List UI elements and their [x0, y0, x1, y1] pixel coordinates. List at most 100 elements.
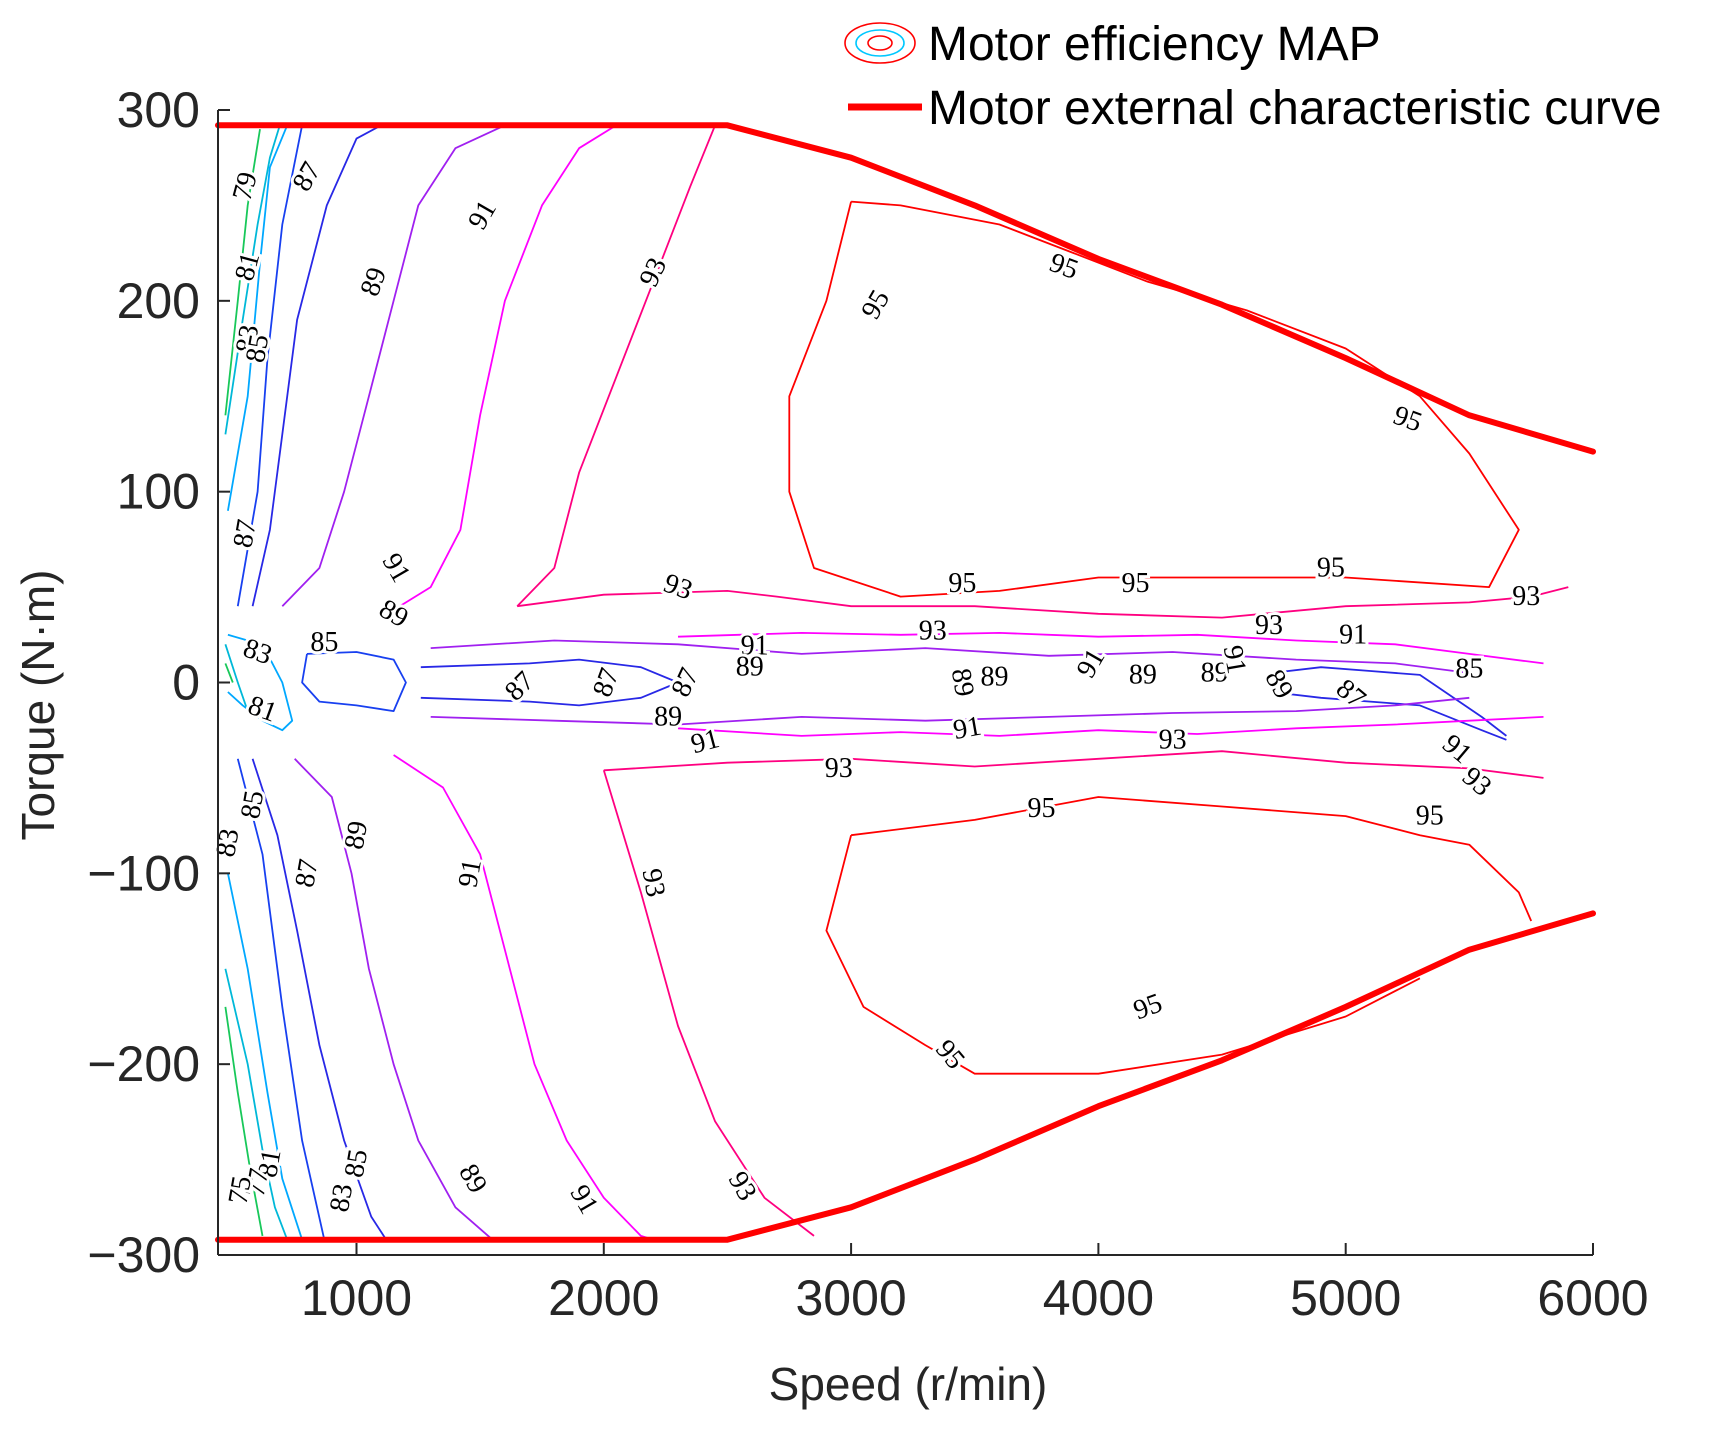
contour-label-85: 85	[310, 627, 338, 658]
contour-95-segment-0	[788, 200, 1520, 598]
x-axis-label: Speed (r/min)	[769, 1358, 1048, 1410]
axes: 1000 2000 3000 4000 5000 60003002001000−100−2…	[87, 82, 1648, 1326]
contour-91-segment-2	[677, 632, 1544, 665]
contour-label-93: 93	[633, 253, 673, 291]
contour-79-segment-2	[224, 663, 234, 683]
contour-label-93: 93	[1159, 724, 1187, 755]
contour-label-91: 91	[951, 711, 984, 746]
x-tick-label: 3000	[795, 1270, 906, 1326]
contour-89-segment-1	[294, 758, 494, 1241]
contour-label-91: 91	[1217, 643, 1252, 676]
contour-label-81: 81	[244, 690, 281, 729]
contour-label-91: 91	[1436, 728, 1477, 770]
contour-label-93: 93	[722, 1166, 763, 1206]
external-curve-lower	[215, 910, 1596, 1243]
contour-79-segment-1	[224, 1006, 264, 1237]
contour-91-segment-1	[393, 754, 654, 1241]
legend-contour-icon-inner	[867, 35, 893, 51]
contour-label-89: 89	[654, 701, 682, 732]
y-tick-label: 0	[172, 655, 200, 711]
contour-83-segment-1	[227, 873, 303, 1240]
contour-label-95: 95	[1045, 247, 1082, 286]
contour-label-93: 93	[1456, 761, 1497, 803]
contour-91-segment-3	[677, 716, 1544, 737]
contour-93-segment-0	[517, 586, 1569, 619]
y-tick-label: −200	[87, 1036, 200, 1092]
contour-label-89: 89	[374, 593, 414, 634]
contour-label-89: 89	[945, 666, 980, 699]
contour-label-91: 91	[1071, 644, 1112, 684]
contour-89-segment-0	[281, 124, 506, 607]
contour-label-93: 93	[660, 568, 697, 607]
contour-label-93: 93	[636, 866, 671, 899]
contour-93-segment-3	[602, 770, 815, 1237]
contour-label-89: 89	[452, 1159, 493, 1199]
legend-contour-icon-middle	[855, 29, 905, 57]
contour-85-segment-2	[301, 651, 407, 712]
contour-label-91: 91	[688, 723, 723, 760]
external-curve-upper	[215, 122, 1596, 455]
legend-item-external-curve: Motor external characteristic curve	[848, 82, 1662, 135]
contour-label-91: 91	[1339, 619, 1367, 650]
contour-label-93: 93	[1512, 581, 1540, 612]
legend-label-external-curve: Motor external characteristic curve	[928, 82, 1662, 135]
contour-93-segment-2	[603, 750, 1544, 779]
contour-label-89: 89	[354, 263, 393, 300]
contour-87-segment-5	[1271, 691, 1507, 741]
contour-label-83: 83	[210, 826, 245, 859]
contour-87-segment-2	[420, 658, 679, 684]
x-tick-label: 6000	[1537, 1270, 1648, 1326]
contour-label-87: 87	[228, 517, 263, 550]
contour-87-segment-0	[251, 124, 416, 607]
contour-83-segment-0	[227, 124, 289, 511]
contour-label-91: 91	[462, 195, 503, 235]
x-tick-label: 2000	[548, 1270, 659, 1326]
contour-label-93: 93	[919, 615, 947, 646]
contour-label-89: 89	[1129, 659, 1157, 690]
contour-label-91: 91	[564, 1180, 605, 1220]
y-axis-label: Torque (N·m)	[12, 570, 64, 841]
contour-lines	[224, 124, 1569, 1241]
x-tick-label: 4000	[1043, 1270, 1154, 1326]
contour-label-95: 95	[929, 1034, 971, 1075]
contour-label-83: 83	[324, 1181, 359, 1214]
contour-81-segment-1	[224, 968, 289, 1241]
contour-label-89: 89	[1201, 657, 1229, 688]
contour-label-95: 95	[855, 285, 896, 325]
contour-label-89: 89	[736, 652, 764, 683]
contour-label-87: 87	[289, 857, 324, 890]
contour-89-segment-3	[430, 696, 1470, 726]
x-tick-label: 1000	[301, 1270, 412, 1326]
y-tick-label: 200	[117, 273, 200, 329]
contour-label-93: 93	[825, 753, 853, 784]
contour-label-85: 85	[339, 1147, 374, 1180]
y-tick-label: −100	[87, 845, 200, 901]
contour-87-segment-1	[251, 758, 387, 1241]
contour-label-89: 89	[981, 661, 1009, 692]
contour-label-79: 79	[227, 169, 264, 204]
contour-label-85: 85	[1455, 654, 1483, 685]
contour-label-75: 75	[223, 1174, 258, 1207]
contour-81-segment-0	[224, 125, 281, 435]
contour-label-93: 93	[1255, 610, 1283, 641]
contour-label-95: 95	[948, 568, 976, 599]
y-tick-label: −300	[87, 1227, 200, 1283]
contour-label-85: 85	[240, 332, 275, 365]
legend-label-efficiency-map: Motor efficiency MAP	[928, 18, 1381, 71]
contour-93-segment-1	[516, 124, 716, 607]
contour-label-95: 95	[1121, 568, 1149, 599]
contour-89-segment-2	[430, 639, 1470, 674]
contour-label-91: 91	[453, 857, 488, 890]
contour-label-87: 87	[287, 157, 328, 197]
contour-81-segment-2	[224, 644, 249, 712]
contour-label-87: 87	[665, 663, 705, 701]
y-tick-label: 300	[117, 82, 200, 138]
contour-label-95: 95	[1028, 793, 1056, 824]
contour-label-95: 95	[1389, 400, 1426, 439]
contour-label-95: 95	[1416, 801, 1444, 832]
contour-87-segment-3	[420, 681, 679, 707]
contour-label-91: 91	[741, 631, 769, 662]
external-characteristic-curve	[215, 122, 1596, 1243]
contour-label-83: 83	[230, 323, 265, 356]
